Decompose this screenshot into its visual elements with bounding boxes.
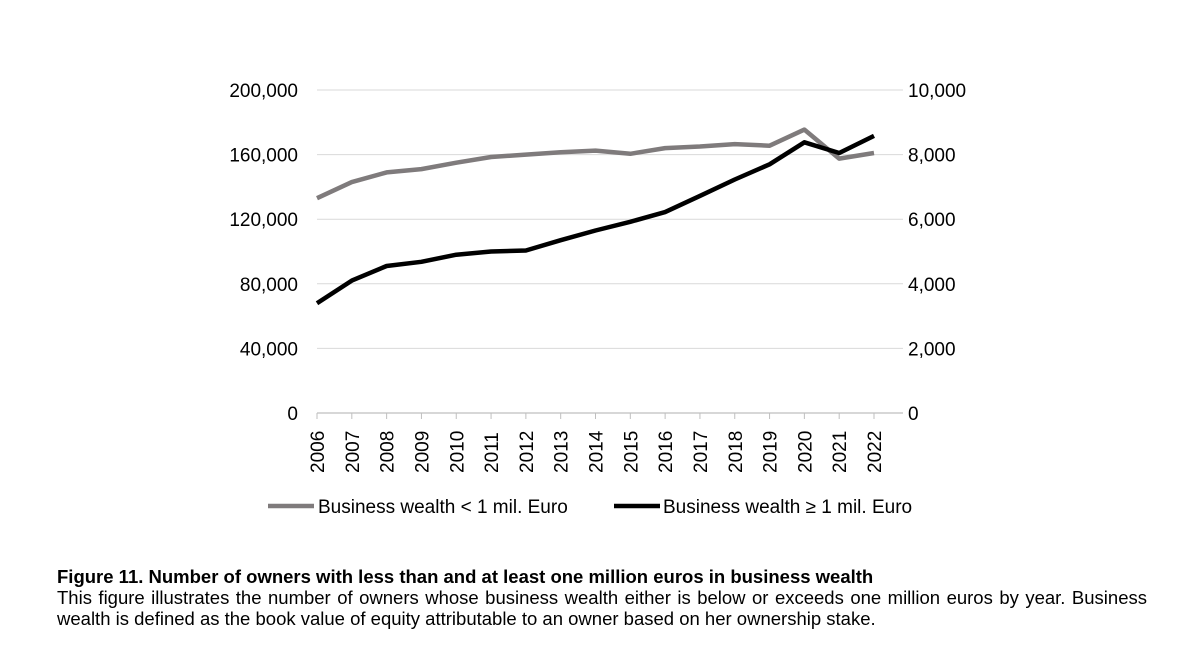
left-axis-tick-label: 160,000 [229,146,298,167]
x-axis-tick-label: 2018 [726,431,747,473]
x-axis-tick-label: 2017 [691,431,712,473]
x-axis-tick-label: 2006 [308,431,329,473]
x-axis-tick-label: 2022 [865,431,886,473]
right-axis-tick-label: 10,000 [908,81,966,102]
x-axis-tick-label: 2021 [830,431,851,473]
left-axis-tick-label: 40,000 [240,339,298,360]
x-axis-tick-label: 2007 [343,431,364,473]
x-axis-tick-label: 2008 [378,431,399,473]
series-line-2 [315,133,875,306]
right-axis-tick-label: 4,000 [908,275,956,296]
left-axis-tick-label: 0 [287,404,298,425]
left-axis-tick-label: 200,000 [229,81,298,102]
line-chart: 0 40,000 80,000 120,000 160,000 200,000 0 2,00… [229,81,966,518]
x-axis-tick-labels: 2006 2007 2008 2009 2010 2011 2012 2013 2014 2015… [308,430,886,473]
left-axis-tick-label: 120,000 [229,210,298,231]
x-axis-tick-label: 2020 [795,431,816,473]
figure-caption-text: This figure illustrates the number of ow… [57,587,1147,629]
legend-label: Business wealth ≥ 1 mil. Euro [663,497,912,518]
x-axis-tick-label: 2009 [412,431,433,473]
right-axis-tick-label: 8,000 [908,146,956,167]
x-axis-tick-label: 2011 [482,432,503,473]
right-axis-tick-label: 6,000 [908,210,956,231]
x-axis-tick-label: 2019 [761,431,782,473]
axes [316,412,903,419]
series-lines [315,127,875,306]
right-axis-tick-label: 0 [908,404,919,425]
left-axis-tick-label: 80,000 [240,275,298,296]
right-axis-tick-labels: 0 2,000 4,000 6,000 8,000 10,000 [908,81,966,425]
right-axis-tick-label: 2,000 [908,339,956,360]
x-axis-tick-label: 2015 [621,431,642,473]
figure-caption: Figure 11. Number of owners with less th… [57,566,1147,629]
gridlines [317,89,903,349]
x-axis-tick-label: 2016 [656,431,677,473]
legend: Business wealth < 1 mil. Euro Business we… [268,497,912,518]
left-axis-tick-labels: 0 40,000 80,000 120,000 160,000 200,000 [229,81,298,425]
x-axis-tick-label: 2014 [587,430,608,473]
x-axis-tick-label: 2010 [447,431,468,473]
figure-caption-title: Figure 11. Number of owners with less th… [57,566,874,587]
x-axis-tick-label: 2012 [517,431,538,473]
series-line-1 [316,127,875,201]
x-axis-tick-label: 2013 [552,431,573,473]
legend-label: Business wealth < 1 mil. Euro [318,497,568,518]
